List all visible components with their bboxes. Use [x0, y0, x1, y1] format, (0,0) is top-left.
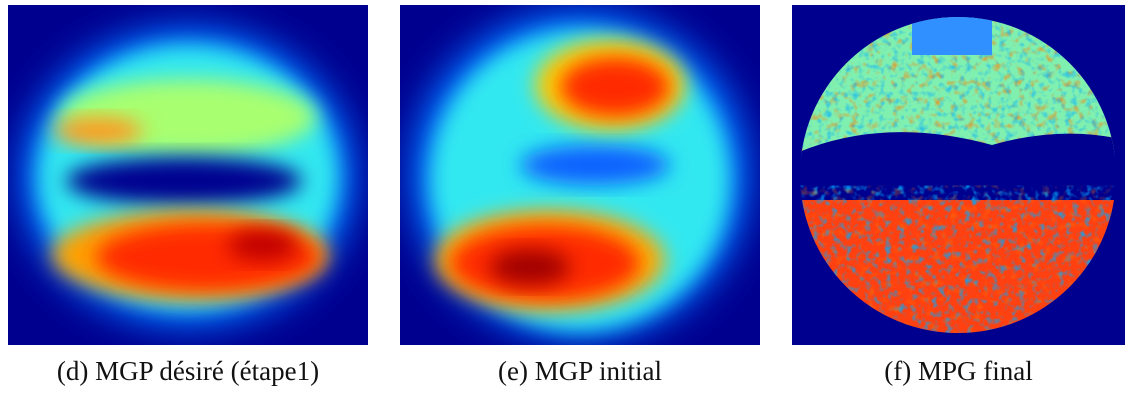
caption: (e) MGP initial — [498, 356, 662, 386]
sky — [912, 17, 992, 55]
hole — [520, 145, 670, 185]
gap — [800, 132, 1116, 210]
top-hot — [560, 57, 670, 117]
peak — [228, 229, 298, 261]
peak — [490, 249, 570, 285]
caption: (d) MGP désiré (étape1) — [56, 356, 320, 386]
heatmap-d — [8, 5, 368, 345]
map-f — [792, 5, 1125, 345]
caption: (f) MPG final — [884, 356, 1033, 386]
top-hot — [53, 117, 143, 145]
heatmap-e — [400, 5, 760, 345]
hole — [66, 157, 302, 205]
